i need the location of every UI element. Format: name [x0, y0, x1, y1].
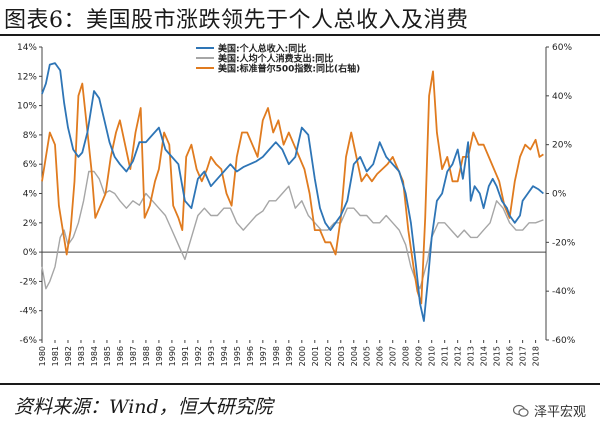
right-tick-label: -60%	[552, 336, 576, 346]
x-tick-label: 2008	[402, 346, 411, 366]
x-tick-label: 2006	[376, 346, 385, 366]
title-divider	[0, 34, 600, 36]
chart-title: 图表6：美国股市涨跌领先于个人总收入及消费	[4, 8, 469, 33]
x-tick-label: 2001	[311, 346, 320, 366]
legend-label: 美国:标准普尔500指数:同比(右轴)	[218, 63, 360, 75]
x-tick-label: 1991	[181, 346, 190, 366]
series-line-1	[41, 170, 544, 290]
x-tick-label: 1989	[155, 346, 164, 366]
left-tick-label: 14%	[17, 43, 37, 53]
right-tick-label: -20%	[552, 238, 576, 248]
x-tick-label: 1980	[38, 346, 47, 366]
legend-label: 美国:个人总收入:同比	[218, 43, 306, 55]
left-tick-label: 4%	[23, 190, 38, 200]
right-tick-label: 0%	[552, 190, 567, 200]
x-tick-label: 1992	[194, 346, 203, 366]
x-tick-label: 2018	[532, 346, 541, 366]
left-tick-label: 6%	[23, 160, 38, 170]
right-tick-label: 20%	[552, 141, 572, 151]
series-line-0	[41, 62, 544, 322]
x-tick-label: 1993	[207, 346, 216, 366]
legend-label: 美国:人均个人消费支出:同比	[218, 53, 333, 65]
series-line-2	[41, 70, 544, 305]
left-tick-label: 8%	[23, 131, 38, 141]
chart-svg: -6% -4% -2% 0% 2% 4% 6% 8% 10% 12% 14% -60% -40% -20%…	[17, 43, 576, 367]
x-tick-label: 1986	[116, 346, 125, 366]
brand-mark: 泽平宏观	[512, 401, 586, 420]
legend: 美国:个人总收入:同比美国:人均个人消费支出:同比美国:标准普尔500指数:同比…	[196, 43, 360, 75]
x-tick-label: 2002	[324, 346, 333, 366]
x-tick-label: 1985	[103, 346, 112, 366]
axes: -6% -4% -2% 0% 2% 4% 6% 8% 10% 12% 14% -60% -40% -20%…	[17, 43, 576, 366]
x-tick-label: 2011	[441, 346, 450, 366]
left-tick-label: 0%	[23, 248, 38, 258]
x-tick-label: 1990	[168, 346, 177, 366]
x-tick-label: 2009	[415, 346, 424, 366]
x-tick-label: 2014	[480, 346, 489, 366]
left-tick-label: -4%	[19, 307, 37, 317]
right-tick-label: 60%	[552, 43, 572, 53]
right-tick-label: 40%	[552, 92, 572, 102]
wechat-icon	[512, 404, 529, 417]
x-tick-label: 2003	[337, 346, 346, 366]
source-note: 资料来源：Wind，恒大研究院	[14, 396, 273, 418]
x-tick-label: 2005	[363, 346, 372, 366]
brand-label: 泽平宏观	[533, 405, 586, 420]
x-tick-label: 2015	[493, 346, 502, 366]
x-tick-label: 2017	[519, 346, 528, 366]
x-tick-label: 1988	[142, 346, 151, 366]
left-tick-label: -2%	[19, 277, 37, 287]
x-tick-label: 2010	[428, 346, 437, 366]
x-tick-label: 1987	[129, 346, 138, 366]
x-tick-label: 1984	[90, 346, 99, 366]
left-tick-label: -6%	[19, 336, 37, 346]
x-tick-label: 1996	[246, 346, 255, 366]
series-lines	[41, 62, 544, 322]
x-tick-label: 2016	[506, 346, 515, 366]
x-tick-label: 1997	[259, 346, 268, 366]
left-tick-label: 2%	[23, 219, 38, 229]
x-tick-label: 1983	[77, 346, 86, 366]
x-tick-label: 2007	[389, 346, 398, 366]
right-tick-label: -40%	[552, 287, 576, 297]
footer-divider	[0, 383, 600, 385]
left-tick-label: 12%	[17, 72, 37, 82]
x-tick-label: 1994	[220, 346, 229, 366]
x-tick-label: 2012	[454, 346, 463, 366]
x-tick-label: 1995	[233, 346, 242, 366]
x-tick-label: 2004	[350, 346, 359, 366]
x-tick-label: 1999	[285, 346, 294, 366]
left-tick-label: 10%	[17, 102, 37, 112]
x-tick-label: 2013	[467, 346, 476, 366]
x-tick-label: 1998	[272, 346, 281, 366]
x-tick-label: 2000	[298, 346, 307, 366]
x-tick-label: 1981	[51, 346, 60, 366]
x-tick-label: 1982	[64, 346, 73, 366]
